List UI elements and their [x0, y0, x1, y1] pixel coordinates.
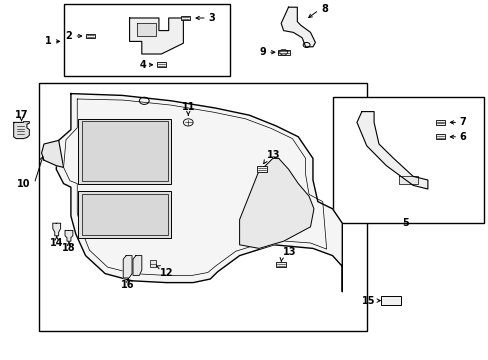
Polygon shape	[14, 122, 29, 139]
Polygon shape	[137, 23, 156, 36]
Text: 13: 13	[266, 150, 280, 160]
Polygon shape	[281, 7, 315, 47]
Polygon shape	[129, 18, 183, 54]
Bar	[256, 166, 266, 172]
Polygon shape	[41, 140, 63, 167]
Text: 12: 12	[160, 268, 174, 278]
Bar	[435, 120, 444, 125]
Text: 16: 16	[121, 280, 135, 290]
Text: 10: 10	[17, 179, 31, 189]
Polygon shape	[123, 256, 132, 278]
Bar	[78, 119, 171, 184]
Text: 15: 15	[361, 296, 375, 306]
Bar	[39, 83, 366, 331]
Polygon shape	[65, 230, 73, 241]
Polygon shape	[239, 158, 313, 248]
Bar	[181, 15, 190, 20]
Text: 1: 1	[44, 36, 51, 46]
Text: 17: 17	[15, 110, 28, 120]
Text: 7: 7	[459, 117, 466, 127]
Bar	[277, 50, 289, 55]
Text: 13: 13	[282, 247, 296, 257]
Bar	[435, 134, 444, 139]
Bar	[82, 121, 167, 181]
Polygon shape	[356, 112, 427, 189]
Bar	[381, 296, 400, 305]
Polygon shape	[53, 223, 61, 236]
Bar	[332, 97, 483, 223]
Text: 5: 5	[402, 218, 408, 228]
Text: 9: 9	[259, 47, 266, 57]
Bar	[63, 4, 229, 76]
Text: 4: 4	[140, 60, 146, 70]
Bar	[157, 62, 165, 67]
Polygon shape	[56, 94, 342, 292]
Text: 11: 11	[181, 102, 195, 112]
Text: 14: 14	[50, 238, 63, 248]
Text: 6: 6	[459, 132, 466, 142]
Text: 2: 2	[65, 31, 72, 41]
Text: 3: 3	[208, 13, 215, 23]
Text: 8: 8	[321, 4, 328, 14]
Bar	[78, 191, 171, 238]
Bar	[149, 260, 155, 267]
Polygon shape	[398, 176, 417, 184]
Bar	[86, 33, 95, 38]
Polygon shape	[133, 256, 142, 275]
Bar	[276, 262, 285, 267]
Bar	[82, 194, 167, 235]
Text: 18: 18	[62, 243, 76, 253]
